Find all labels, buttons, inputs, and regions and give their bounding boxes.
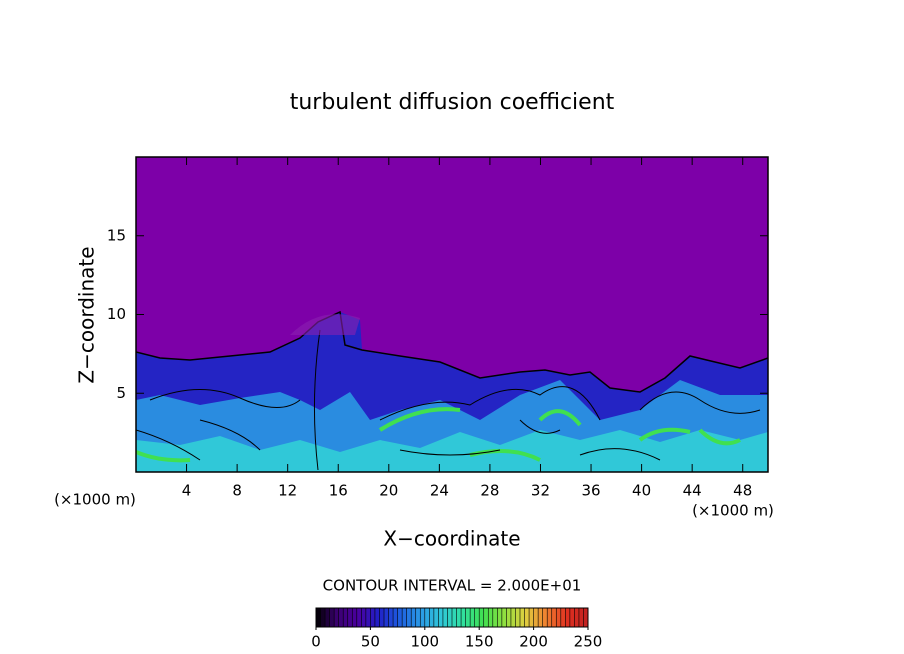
colorbar-swatch — [316, 608, 321, 627]
y-tick-label: 5 — [116, 384, 126, 402]
colorbar-swatch — [424, 608, 430, 627]
colorbar-frame — [315, 607, 589, 628]
colorbar-tick-label: 200 — [519, 633, 548, 651]
colorbar-swatch — [492, 608, 498, 627]
colorbar-swatch — [510, 608, 516, 627]
colorbar-swatch — [384, 608, 389, 627]
colorbar-swatch — [560, 608, 566, 627]
colorbar-swatch — [402, 608, 407, 627]
x-axis-label: X−coordinate — [383, 527, 520, 551]
colorbar-tick-label: 150 — [465, 633, 494, 651]
colorbar-swatch — [325, 608, 330, 627]
colorbar-swatch — [483, 608, 489, 627]
colorbar-swatch — [456, 608, 462, 627]
colorbar-swatch — [542, 608, 548, 627]
colorbar-swatch — [379, 608, 385, 627]
colorbar-swatch — [501, 608, 507, 627]
colorbar-swatch — [551, 608, 557, 627]
colorbar-swatch — [374, 608, 380, 627]
colorbar-swatch — [388, 608, 394, 627]
colorbar-swatch — [515, 608, 521, 627]
colorbar-swatch — [334, 608, 339, 627]
y-tick-label: 15 — [107, 226, 126, 244]
colorbar-swatch — [361, 608, 367, 627]
x-tick-label: 32 — [531, 482, 550, 500]
colorbar-tick-label: 50 — [361, 633, 380, 651]
colorbar-swatch — [569, 608, 575, 627]
colorbar-swatch — [411, 608, 417, 627]
colorbar-swatch — [520, 608, 525, 627]
x-tick-label: 4 — [182, 482, 192, 500]
colorbar-tick-label: 0 — [311, 633, 321, 651]
x-tick-label: 8 — [232, 482, 242, 500]
colorbar-swatch — [420, 608, 426, 627]
colorbar-swatch — [347, 608, 353, 627]
colorbar-swatch — [538, 608, 543, 627]
colorbar-swatch — [406, 608, 412, 627]
x-tick-label: 12 — [278, 482, 297, 500]
colorbar-swatch — [343, 608, 349, 627]
colorbar-swatch — [470, 608, 475, 627]
colorbar-swatch — [479, 608, 485, 627]
colorbar-swatch — [393, 608, 398, 627]
colorbar-tick-label: 250 — [574, 633, 603, 651]
colorbar-swatch — [320, 608, 326, 627]
colorbar-swatch — [578, 608, 584, 627]
colorbar-swatch — [574, 608, 580, 627]
x-tick-label: 20 — [379, 482, 398, 500]
x-tick-label: 16 — [329, 482, 348, 500]
colorbar-tick-label: 100 — [410, 633, 439, 651]
colorbar-swatch — [506, 608, 512, 627]
x-tick-label: 40 — [632, 482, 651, 500]
colorbar-swatch — [547, 608, 553, 627]
colorbar-swatch — [497, 608, 503, 627]
colorbar-swatch — [452, 608, 457, 627]
x-tick-label: 48 — [733, 482, 752, 500]
colorbar-swatch — [438, 608, 444, 627]
colorbar-swatch — [365, 608, 371, 627]
colorbar-swatch — [356, 608, 362, 627]
x-unit-label: (×1000 m) — [692, 502, 774, 520]
colorbar-swatch — [565, 608, 571, 627]
colorbar-swatch — [447, 608, 453, 627]
colorbar-swatch — [433, 608, 439, 627]
colorbar-swatch — [583, 608, 589, 627]
colorbar-swatch — [474, 608, 480, 627]
colorbar-swatch — [397, 608, 403, 627]
colorbar-swatch — [556, 608, 562, 627]
colorbar-swatch — [415, 608, 421, 627]
y-unit-label: (×1000 m) — [54, 491, 136, 509]
chart-title: turbulent diffusion coefficient — [290, 90, 615, 115]
colorbar-swatch — [442, 608, 448, 627]
colorbar-swatch — [465, 608, 471, 627]
annotation: CONTOUR INTERVAL = 2.000E+01 — [323, 577, 582, 595]
x-tick-label: 28 — [480, 482, 499, 500]
colorbar-swatch — [429, 608, 435, 627]
x-tick-label: 44 — [683, 482, 702, 500]
colorbar-swatch — [529, 608, 534, 627]
colorbar-swatch — [524, 608, 530, 627]
colorbar-swatch — [352, 608, 358, 627]
colorbar-swatch — [370, 608, 376, 627]
colorbar-swatch — [533, 608, 539, 627]
y-axis-label: Z−coordinate — [75, 246, 99, 383]
colorbar-swatch — [461, 608, 466, 627]
colorbar-swatch — [329, 608, 335, 627]
colorbar-swatch — [488, 608, 494, 627]
x-tick-label: 36 — [581, 482, 600, 500]
colorbar-swatch — [338, 608, 344, 627]
y-tick-label: 10 — [107, 305, 126, 323]
x-tick-label: 24 — [430, 482, 449, 500]
field — [136, 157, 768, 472]
